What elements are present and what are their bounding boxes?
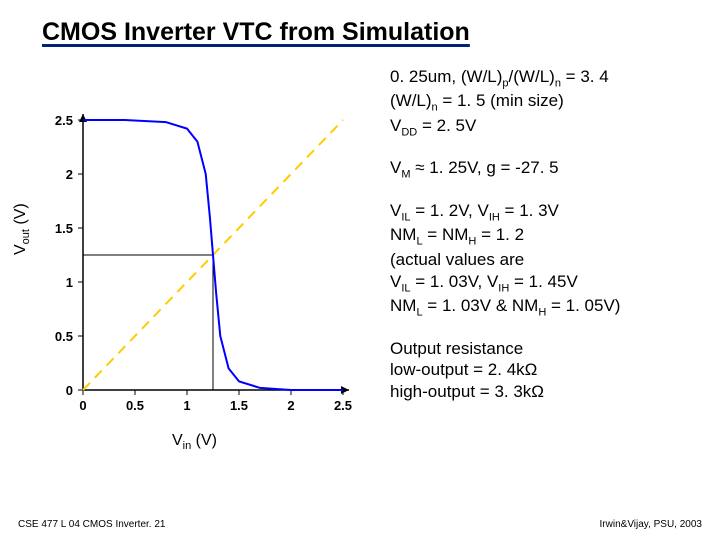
footer-right: Irwin&Vijay, PSU, 2003 <box>600 519 702 530</box>
x-axis-label: Vin (V) <box>172 432 217 452</box>
svg-text:1: 1 <box>66 275 73 290</box>
chart-svg: 0 0.5 1 1.5 2 2.5 0 0.5 1 1.5 2 2.5 <box>28 110 358 420</box>
svg-text:1: 1 <box>183 398 190 413</box>
y-axis-label: Vout (V) <box>12 203 32 255</box>
vtc-chart: 0 0.5 1 1.5 2 2.5 0 0.5 1 1.5 2 2.5 <box>28 110 358 420</box>
svg-text:0: 0 <box>66 383 73 398</box>
svg-text:2.5: 2.5 <box>334 398 352 413</box>
svg-text:2: 2 <box>287 398 294 413</box>
notes-panel: 0. 25um, (W/L)p/(W/L)n = 3. 4(W/L)n = 1.… <box>390 66 695 421</box>
footer-left: CSE 477 L 04 CMOS Inverter. 21 <box>18 519 165 530</box>
svg-text:2: 2 <box>66 167 73 182</box>
rout-block: Output resistancelow-output = 2. 4kΩhigh… <box>390 338 695 403</box>
svg-text:1.5: 1.5 <box>55 221 73 236</box>
vil-block: VIL = 1. 2V, VIH = 1. 3VNML = NMH = 1. 2… <box>390 200 695 320</box>
slide-title: CMOS Inverter VTC from Simulation <box>42 18 680 47</box>
svg-text:1.5: 1.5 <box>230 398 248 413</box>
svg-text:0.5: 0.5 <box>126 398 144 413</box>
svg-text:0: 0 <box>79 398 86 413</box>
svg-text:2.5: 2.5 <box>55 113 73 128</box>
vm-block: VM ≈ 1. 25V, g = -27. 5 <box>390 157 695 181</box>
params-block: 0. 25um, (W/L)p/(W/L)n = 3. 4(W/L)n = 1.… <box>390 66 695 139</box>
svg-text:0.5: 0.5 <box>55 329 73 344</box>
